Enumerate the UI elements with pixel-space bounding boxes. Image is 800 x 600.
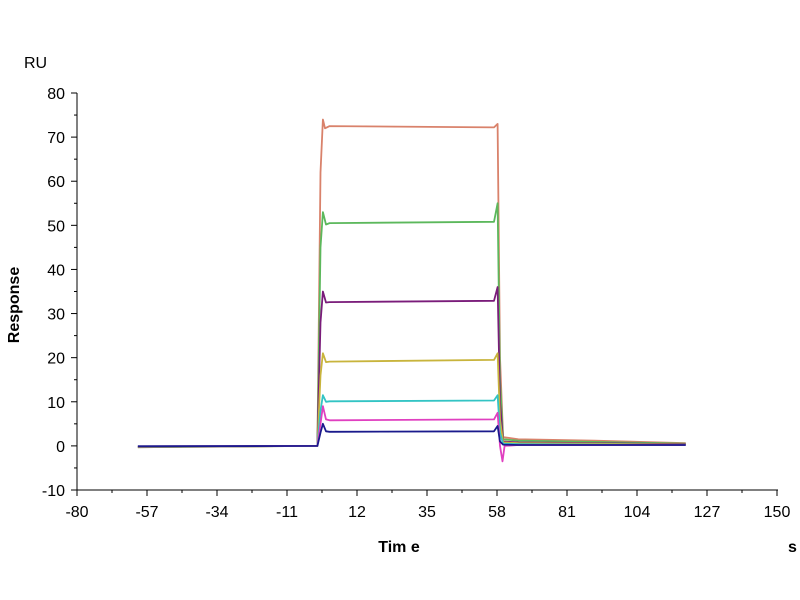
y-tick-label: 50 [47,218,65,235]
y-tick-label: 60 [47,174,65,191]
series-line-curve-1 [137,118,686,449]
y-tick-label: 0 [56,439,65,456]
x-tick-label: 150 [764,504,791,521]
y-tick-label: 30 [47,307,65,324]
x-unit-label: s [788,539,797,556]
x-tick-label: 104 [624,504,651,521]
x-tick-label: -57 [135,504,158,521]
x-tick-label: 127 [694,504,721,521]
series-line-curve-3 [137,286,686,448]
y-tick-label: 10 [47,395,65,412]
series-line-curve-6 [137,405,686,463]
x-axis-title: Tim e [378,539,420,556]
x-ticks-group: -80 -57 -34 -11 12 35 58 81 104 127 150 [65,490,790,521]
x-tick-label: 35 [418,504,436,521]
y-tick-label: 70 [47,130,65,147]
y-unit-label: RU [24,55,47,72]
x-tick-label: 81 [558,504,576,521]
x-tick-label: -80 [65,504,88,521]
series-line-curve-7 [137,422,686,448]
y-tick-label: 80 [47,86,65,103]
x-tick-label: 12 [348,504,366,521]
y-axis-title: Response [6,267,23,344]
y-tick-label: 40 [47,262,65,279]
y-tick-label: 20 [47,351,65,368]
plot-series-group [137,118,686,463]
x-tick-label: 58 [488,504,506,521]
x-tick-label: -34 [205,504,228,521]
x-tick-label: -11 [276,504,298,521]
series-line-curve-2 [137,202,686,449]
y-tick-label: -10 [42,483,65,500]
y-ticks-group: -10 0 10 20 30 40 50 60 70 80 [42,86,77,500]
